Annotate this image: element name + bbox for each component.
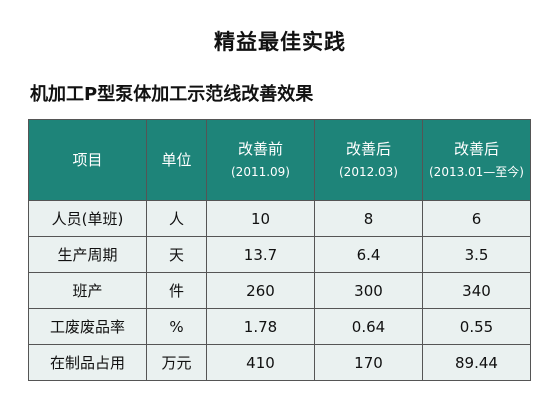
header-before-label: 改善前	[237, 139, 283, 158]
table-row: 生产周期 天 13.7 6.4 3.5	[28, 236, 531, 273]
cell-after-2013: 89.44	[422, 344, 531, 381]
cell-unit: 人	[146, 200, 207, 237]
cell-after-2013: 340	[422, 272, 531, 309]
table-row: 人员(单班) 人 10 8 6	[28, 200, 531, 237]
table-row: 工废废品率 % 1.78 0.64 0.55	[28, 308, 531, 345]
cell-after-2013: 0.55	[422, 308, 531, 345]
header-after-2013-date: (2013.01—至今)	[429, 165, 524, 180]
cell-unit: 万元	[146, 344, 207, 381]
header-item-label: 项目	[72, 150, 103, 169]
table-row: 班产 件 260 300 340	[28, 272, 531, 309]
cell-item: 生产周期	[28, 236, 147, 273]
header-after-2012-label: 改善后	[345, 139, 391, 158]
header-after-2013-label: 改善后	[453, 139, 499, 158]
cell-after-2013: 6	[422, 200, 531, 237]
cell-after-2012: 300	[314, 272, 423, 309]
cell-before: 10	[206, 200, 315, 237]
table-row: 在制品占用 万元 410 170 89.44	[28, 344, 531, 381]
cell-after-2012: 8	[314, 200, 423, 237]
header-after-2012-date: (2012.03)	[339, 165, 398, 180]
cell-after-2012: 0.64	[314, 308, 423, 345]
improvement-results-table: 项目 单位 改善前 (2011.09) 改善后 (2012.03) 改善后 (2…	[28, 119, 531, 381]
table-title: 机加工P型泵体加工示范线改善效果	[30, 84, 314, 105]
cell-item: 班产	[28, 272, 147, 309]
cell-unit: %	[146, 308, 207, 345]
cell-unit: 件	[146, 272, 207, 309]
header-before: 改善前 (2011.09)	[206, 119, 315, 201]
header-unit: 单位	[146, 119, 207, 201]
cell-after-2012: 6.4	[314, 236, 423, 273]
slide-title: 精益最佳实践	[214, 30, 346, 54]
header-after-2012: 改善后 (2012.03)	[314, 119, 423, 201]
cell-unit: 天	[146, 236, 207, 273]
header-item: 项目	[28, 119, 147, 201]
cell-after-2012: 170	[314, 344, 423, 381]
cell-before: 410	[206, 344, 315, 381]
cell-before: 260	[206, 272, 315, 309]
table-header-row: 项目 单位 改善前 (2011.09) 改善后 (2012.03) 改善后 (2…	[28, 119, 531, 201]
cell-before: 13.7	[206, 236, 315, 273]
header-before-date: (2011.09)	[231, 165, 290, 180]
cell-item: 人员(单班)	[28, 200, 147, 237]
cell-item: 工废废品率	[28, 308, 147, 345]
cell-item: 在制品占用	[28, 344, 147, 381]
header-after-2013: 改善后 (2013.01—至今)	[422, 119, 531, 201]
cell-after-2013: 3.5	[422, 236, 531, 273]
cell-before: 1.78	[206, 308, 315, 345]
header-unit-label: 单位	[161, 150, 192, 169]
